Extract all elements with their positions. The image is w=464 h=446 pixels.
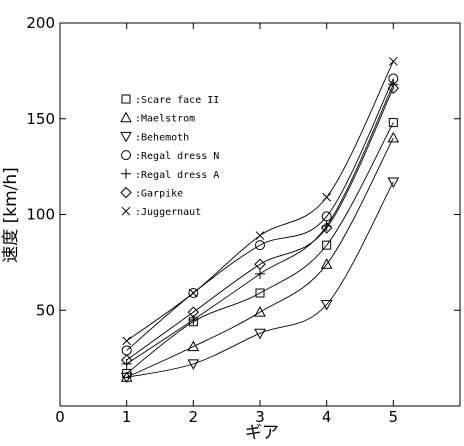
series-line-2 — [126, 181, 394, 378]
series-line-5 — [126, 87, 394, 361]
series-line-3 — [126, 78, 394, 351]
data-point-1 — [254, 306, 266, 317]
data-point-2 — [120, 372, 133, 384]
data-point-0 — [322, 240, 332, 250]
plot-frame — [59, 22, 461, 407]
legend-entry-label: :Behemoth — [135, 132, 189, 143]
series-curves — [126, 61, 394, 378]
legend-marker — [120, 131, 132, 143]
data-point-5 — [120, 354, 133, 366]
legend-entry-label: :Regal dress N — [135, 151, 219, 162]
data-point-4 — [255, 268, 265, 279]
legend-marker — [121, 168, 131, 179]
data-point-6 — [122, 336, 132, 346]
series-markers — [120, 56, 400, 384]
axis-ticks: 0 1 2 3 4 5 50 100 150 200 — [26, 14, 460, 426]
data-point-5 — [320, 222, 333, 234]
y-axis-label: 速度 [km/h] — [1, 167, 21, 263]
y-tick-label: 100 — [26, 206, 55, 224]
legend-entry-label: :Garpike — [135, 189, 183, 200]
data-point-5 — [254, 258, 266, 270]
data-point-4 — [388, 79, 399, 90]
data-point-6 — [188, 288, 198, 298]
x-tick-label: 3 — [255, 408, 265, 426]
x-tick-label: 4 — [322, 408, 332, 426]
data-point-5 — [387, 82, 400, 94]
data-point-1 — [387, 131, 400, 143]
data-point-0 — [255, 288, 265, 298]
data-point-1 — [320, 258, 333, 269]
data-point-6 — [388, 56, 398, 66]
data-point-3 — [121, 345, 132, 356]
data-point-2 — [254, 328, 266, 340]
y-tick-label: 200 — [26, 14, 55, 32]
data-point-5 — [187, 306, 200, 318]
legend-marker — [121, 150, 131, 161]
legend-marker — [121, 94, 131, 104]
legend-entry-label: :Juggernaut — [135, 207, 201, 218]
x-tick-label: 0 — [55, 408, 65, 426]
data-point-3 — [321, 211, 332, 222]
x-tick-label: 5 — [389, 408, 399, 426]
x-tick-label: 2 — [189, 408, 199, 426]
x-tick-label: 1 — [122, 408, 132, 426]
legend: :Scare face II :Maelstrom :Behemoth :Regal … — [120, 94, 219, 218]
legend-entry-label: :Maelstrom — [135, 114, 195, 125]
legend-marker — [120, 186, 132, 199]
data-point-4 — [121, 358, 132, 369]
series-line-4 — [126, 84, 394, 365]
data-point-0 — [388, 118, 398, 128]
legend-entry-label: :Scare face II — [135, 95, 219, 106]
data-point-3 — [255, 240, 265, 251]
x-axis-label: ギア — [245, 423, 279, 443]
data-point-2 — [320, 300, 333, 311]
series-line-0 — [126, 122, 394, 374]
data-point-2 — [187, 359, 200, 370]
data-point-2 — [387, 177, 400, 188]
data-point-1 — [187, 340, 200, 352]
series-line-6 — [126, 61, 394, 342]
y-tick-label: 50 — [36, 301, 55, 319]
data-point-3 — [188, 288, 199, 299]
legend-marker — [121, 206, 131, 216]
legend-marker — [120, 111, 132, 123]
series-line-1 — [126, 137, 394, 378]
legend-entry-label: :Regal dress A — [135, 170, 219, 181]
data-point-6 — [322, 192, 332, 202]
data-point-6 — [255, 231, 265, 240]
y-tick-label: 150 — [26, 110, 55, 128]
